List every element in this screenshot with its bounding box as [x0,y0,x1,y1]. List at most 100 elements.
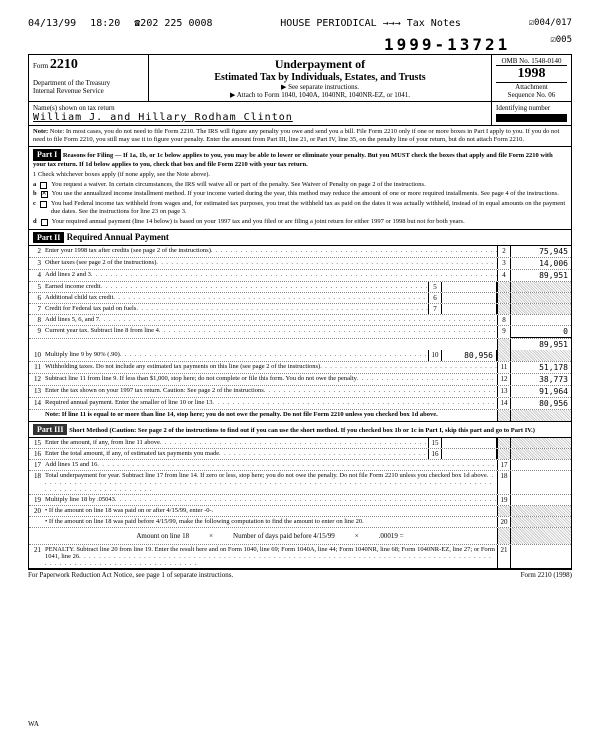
footer: For Paperwork Reduction Act Notice, see … [28,569,572,579]
val-18 [511,471,571,494]
short-method-table: 15Enter the amount, if any, from line 11… [28,438,572,569]
val-19 [511,495,571,505]
checkbox-b[interactable] [41,191,48,198]
shadeval-6 [511,293,571,303]
val-17 [511,460,571,470]
val-9: 89,951 [511,339,571,350]
box-8: 8 [497,315,511,325]
label-d: d [33,218,37,226]
box-12: 12 [497,374,511,385]
num-3: 3 [29,258,43,269]
box-20: 20 [497,517,511,527]
desc-13: Enter the tax shown on your 1997 tax ret… [43,386,497,397]
midval-16 [442,449,497,459]
desc-21: PENALTY. Subtract line 20 from line 19. … [43,545,497,568]
midval-7 [442,304,497,314]
shade-7 [497,304,511,314]
part-i-bar: Part I [33,149,61,161]
midbox-5: 5 [428,282,442,292]
part-i-title: Reasons for Filing — If 1a, 1b, or 1c be… [33,152,553,168]
num-10: 10 [29,350,43,361]
desc-14: Required annual payment. Enter the small… [43,398,497,409]
num-15: 15 [29,438,43,448]
form-header: Form 2210 Department of the Treasury Int… [28,54,572,102]
val-9alt: 0 [511,326,571,338]
box-14: 14 [497,398,511,409]
box-3: 3 [497,258,511,269]
val-13: 91,964 [511,386,571,397]
label-b: b [33,190,37,198]
val-20 [511,517,571,527]
comp-x1: × [209,532,213,540]
num-14: 14 [29,398,43,409]
box-19: 19 [497,495,511,505]
desc-7: Credit for Federal tax paid on fuels [43,304,428,314]
desc-17: Add lines 15 and 16 [43,460,497,470]
part-ii-header: Part II Required Annual Payment [28,230,572,246]
line-14-note: Note: If line 11 is equal to or more tha… [43,410,497,421]
midval-5 [442,282,497,292]
checkbox-a[interactable] [40,182,47,189]
dept: Department of the Treasury [33,79,144,87]
label-c: c [33,200,36,208]
desc-3: Other taxes (see page 2 of the instructi… [43,258,497,269]
box-9: 9 [497,326,511,338]
form-number: 2210 [50,57,78,72]
text-b: You use the annualized income installmen… [52,190,559,198]
desc-20a: • If the amount on line 18 was paid on o… [43,506,497,516]
part-ii-title: Required Annual Payment [67,232,169,242]
num-12: 12 [29,374,43,385]
val-21 [511,545,571,568]
part-iii-bar: Part III [33,424,67,435]
name-row: Name(s) shown on tax return William J. a… [28,102,572,126]
note-box: Note: Note: In most cases, you do not ne… [28,126,572,147]
val-11: 51,178 [511,362,571,373]
shade-5 [497,282,511,292]
midval-10: 80,956 [442,350,497,361]
checkbox-c[interactable] [40,201,47,208]
see-instructions: ▶ See separate instructions. [153,83,487,91]
num-11: 11 [29,362,43,373]
desc-15: Enter the amount, if any, from line 11 a… [43,438,428,448]
num-17: 17 [29,460,43,470]
midval-6 [442,293,497,303]
shade-6 [497,293,511,303]
midbox-6: 6 [428,293,442,303]
midbox-10: 10 [428,350,442,361]
required-payment-table: 2Enter your 1998 tax after credits (see … [28,246,572,422]
note-text: Note: In most cases, you do not need to … [33,128,559,143]
val-4: 89,951 [511,270,571,281]
box-18: 18 [497,471,511,494]
box-2: 2 [497,246,511,257]
shade-10 [497,350,511,361]
val-8 [511,315,571,325]
desc-6: Additional child tax credit [43,293,428,303]
checkbox-d[interactable] [41,219,48,226]
midbox-15: 15 [428,438,442,448]
desc-11: Withholding taxes. Do not include any es… [43,362,497,373]
desc-10: Multiply line 9 by 90% (.90) [43,350,428,361]
taxpayer-name: William J. and Hillary Rodham Clinton [33,112,487,123]
fax-date: 04/13/99 [28,18,76,29]
midbox-7: 7 [428,304,442,314]
ssn-redacted [496,114,567,122]
shadeval-7 [511,304,571,314]
num-6: 6 [29,293,43,303]
fax-time: 18:20 [90,18,120,29]
shadeval-10 [511,350,571,361]
desc-16: Enter the total amount, if any, of estim… [43,449,428,459]
fax-header: 04/13/99 18:20 ☎202 225 0008 HOUSE PERIO… [28,18,572,29]
ssn-label: Identifying number [496,104,567,112]
irs: Internal Revenue Service [33,87,144,95]
comp-a: Amount on line 18 [136,532,189,540]
num-9: 9 [29,326,43,338]
attach-to: ▶ Attach to Form 1040, 1040A, 1040NR, 10… [153,91,487,99]
text-a: You request a waiver. In certain circums… [51,181,425,189]
val-3: 14,006 [511,258,571,269]
computation-row: Amount on line 18 × Number of days paid … [43,528,497,544]
box-21: 21 [497,545,511,568]
text-c: You had Federal income tax withheld from… [51,200,567,217]
val-12: 38,773 [511,374,571,385]
val-2: 75,945 [511,246,571,257]
num-20: 20 [29,506,43,516]
